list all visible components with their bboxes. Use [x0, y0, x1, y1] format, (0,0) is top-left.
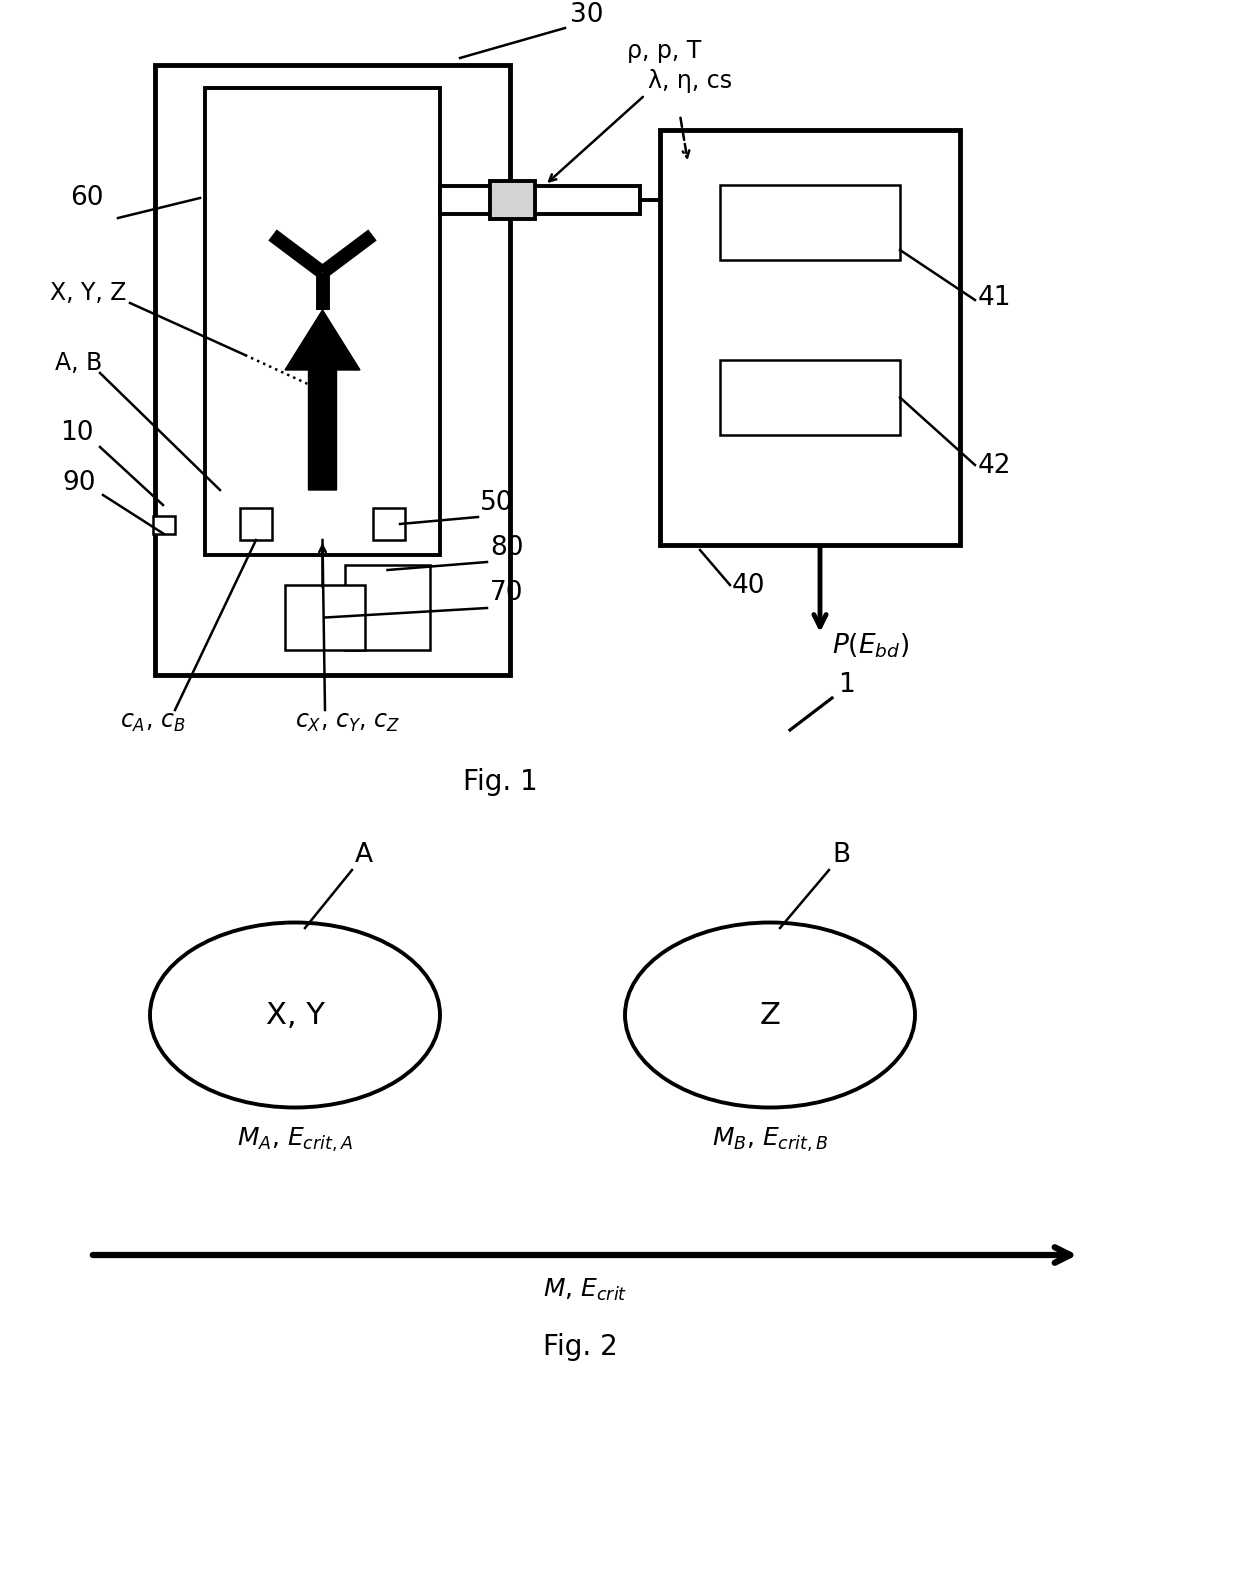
Text: $P(E_{bd})$: $P(E_{bd})$: [832, 631, 909, 660]
Bar: [440, 186, 640, 215]
Bar: [373, 507, 405, 541]
Bar: [720, 184, 900, 261]
Text: 30: 30: [570, 2, 604, 29]
Text: 70: 70: [490, 580, 523, 606]
Polygon shape: [285, 310, 360, 490]
Text: 41: 41: [978, 285, 1012, 312]
Bar: [205, 87, 440, 555]
Bar: [660, 130, 960, 545]
Text: 80: 80: [490, 534, 523, 561]
Text: 60: 60: [69, 184, 103, 211]
Text: $M$, $E_{crit}$: $M$, $E_{crit}$: [543, 1277, 627, 1304]
Text: $M_A$, $E_{crit,A}$: $M_A$, $E_{crit,A}$: [237, 1126, 353, 1154]
Bar: [153, 517, 175, 534]
Text: A, B: A, B: [55, 351, 102, 375]
Text: $c_A$, $c_B$: $c_A$, $c_B$: [120, 711, 185, 735]
Text: λ, η, cs: λ, η, cs: [649, 68, 732, 92]
Text: Z: Z: [760, 1000, 780, 1029]
Bar: [490, 181, 534, 219]
Text: A: A: [355, 843, 373, 868]
Text: B: B: [832, 843, 851, 868]
Text: 42: 42: [978, 453, 1012, 479]
Ellipse shape: [625, 922, 915, 1108]
Text: X, Y: X, Y: [265, 1000, 325, 1029]
Text: 90: 90: [62, 471, 95, 496]
Text: 40: 40: [732, 572, 765, 599]
Text: $M_B$, $E_{crit,B}$: $M_B$, $E_{crit,B}$: [712, 1126, 828, 1154]
Bar: [155, 65, 510, 676]
Bar: [241, 507, 272, 541]
Text: Fig. 1: Fig. 1: [463, 768, 537, 797]
Bar: [345, 564, 430, 650]
Ellipse shape: [150, 922, 440, 1108]
Text: Fig. 2: Fig. 2: [543, 1332, 618, 1361]
Text: 1: 1: [838, 673, 854, 698]
Bar: [720, 359, 900, 436]
Text: 50: 50: [480, 490, 513, 517]
Text: 10: 10: [60, 420, 93, 447]
Text: X, Y, Z: X, Y, Z: [50, 281, 126, 305]
Text: ρ, p, T: ρ, p, T: [627, 40, 702, 64]
Bar: [285, 585, 365, 650]
Text: $c_X$, $c_Y$, $c_Z$: $c_X$, $c_Y$, $c_Z$: [295, 711, 401, 735]
